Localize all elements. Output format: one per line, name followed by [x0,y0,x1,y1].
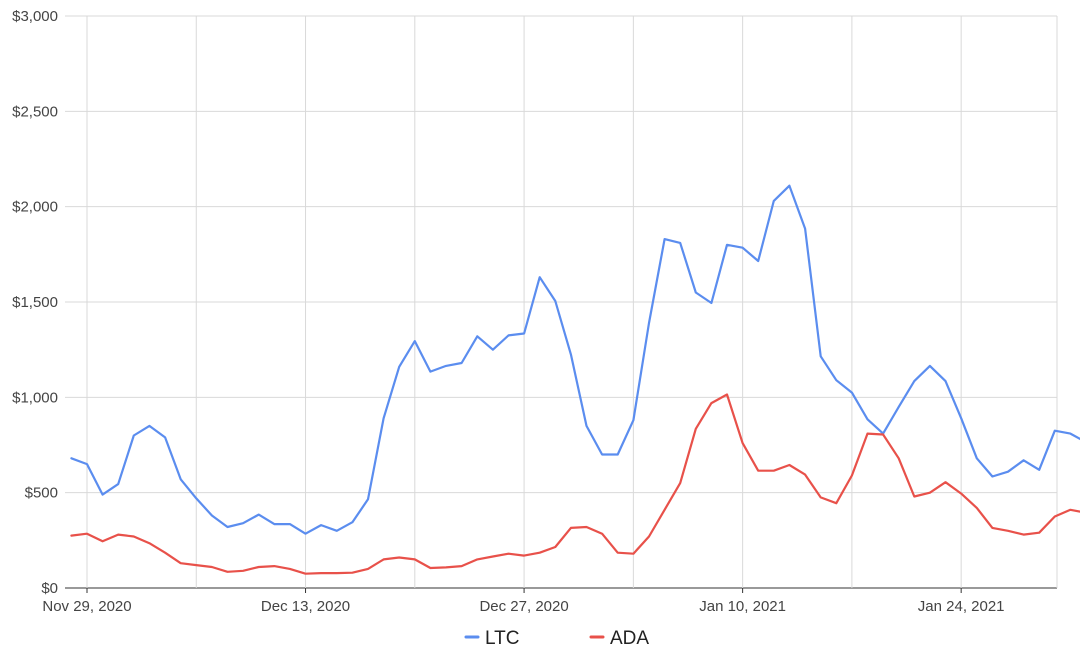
y-tick-label: $3,000 [12,8,58,25]
y-tick-label: $500 [25,485,58,502]
legend: LTC ADA [464,628,649,649]
y-tick-label: $2,500 [12,103,58,120]
y-tick-label: $1,500 [12,294,58,311]
grid-layer [65,15,1058,589]
y-tick-label: $0 [41,580,58,597]
x-tick-label: Jan 24, 2021 [918,598,1005,615]
x-tick-label: Jan 10, 2021 [699,598,786,615]
x-tick-label: Dec 27, 2020 [479,598,568,615]
series-line-ada [70,393,1080,575]
x-tick-label: Nov 29, 2020 [42,598,131,615]
axis-layer: $0 $500 $1,000 $1,500 $2,000 $2,500 $3,000 Nov … [12,8,1005,615]
legend-label-ltc: LTC [485,628,519,649]
y-tick-label: $2,000 [12,199,58,216]
series-layer [70,184,1080,575]
y-tick-label: $1,000 [12,389,58,406]
x-tick-label: Dec 13, 2020 [261,598,350,615]
legend-label-ada: ADA [610,628,649,649]
series-line-ltc [70,184,1080,535]
